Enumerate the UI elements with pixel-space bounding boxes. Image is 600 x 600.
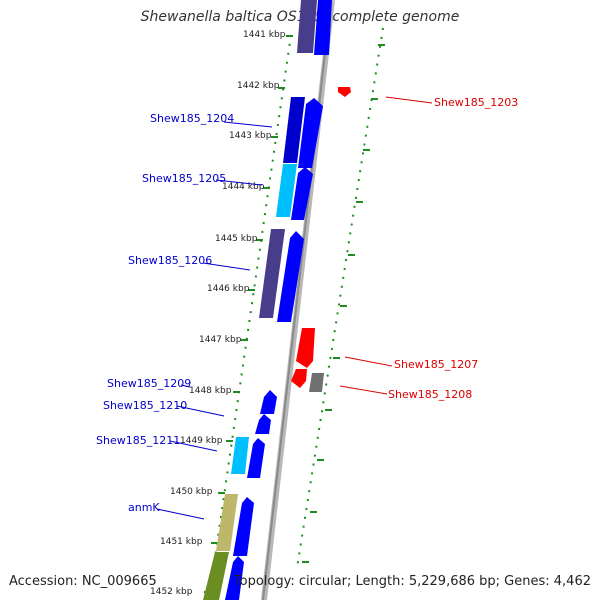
cds-arrow (277, 231, 304, 322)
cds-arrow (260, 390, 277, 414)
gene-feature-olive (203, 552, 229, 600)
cds-arrow (247, 438, 265, 478)
kbp-label: 1445 kbp (215, 234, 258, 244)
accession-text: Accession: NC_009665 (9, 574, 157, 589)
gene-feature-1207b (291, 369, 307, 388)
gene-label: Shew185_1209 (107, 377, 191, 390)
cds-arrow (255, 414, 271, 434)
kbp-label: 1450 kbp (170, 487, 213, 497)
kbp-label: 1441 kbp (243, 30, 286, 40)
gene-feature-1203 (338, 87, 351, 97)
cds-arrow (233, 497, 254, 556)
kbp-label: 1448 kbp (189, 386, 232, 396)
kbp-label: 1446 kbp (207, 284, 250, 294)
gene-feature-1205 (276, 164, 297, 217)
gene-feature-anmK (216, 494, 238, 551)
outer-major-ticks (302, 44, 385, 563)
inner-genes (203, 0, 317, 600)
topology-text: Topology: circular; Length: 5,229,686 bp… (233, 574, 591, 589)
kbp-major-ticks (204, 35, 293, 593)
kbp-label: 1443 kbp (229, 131, 272, 141)
left-leaders (156, 121, 273, 520)
cds-arrow (225, 556, 244, 600)
gene-feature-1211 (231, 437, 249, 474)
backbone-line-dark (262, 0, 332, 600)
cds-arrow (298, 98, 323, 168)
gene-label: Shew185_1204 (150, 112, 234, 125)
forward-cds-arrows (225, 0, 332, 600)
right-leaders (339, 96, 433, 395)
gene-feature-1208 (309, 373, 324, 392)
kbp-label: 1447 kbp (199, 335, 242, 345)
kbp-label: 1444 kbp (222, 182, 265, 192)
kbp-label: 1449 kbp (180, 436, 223, 446)
gene-label: Shew185_1206 (128, 254, 212, 267)
cds-arrow (291, 167, 313, 220)
gene-feature-1204-inner (283, 97, 305, 163)
gene-label: anmK (128, 501, 160, 514)
gene-feature-1206 (259, 229, 285, 318)
outer-tick-track (296, 27, 384, 569)
gene-label: Shew185_1208 (388, 388, 472, 401)
gene-label: Shew185_1210 (103, 399, 187, 412)
inner-tick-track (209, 34, 292, 593)
gene-feature-1207 (296, 328, 315, 368)
gene-label: Shew185_1207 (394, 358, 478, 371)
kbp-label: 1442 kbp (237, 81, 280, 91)
gene-label: Shew185_1205 (142, 172, 226, 185)
kbp-label: 1452 kbp (150, 587, 193, 597)
cds-arrow (314, 0, 332, 55)
kbp-label: 1451 kbp (160, 537, 203, 547)
gene-label: Shew185_1203 (434, 96, 518, 109)
reverse-cds-arrows (291, 87, 351, 392)
right-gene-labels: Shew185_1203 Shew185_1207 Shew185_1208 (388, 96, 518, 401)
gene-feature-slate-top (297, 0, 317, 53)
kbp-labels: 1441 kbp 1442 kbp 1443 kbp 1444 kbp 1445… (150, 30, 286, 597)
gene-label: Shew185_1211 (96, 434, 180, 447)
left-gene-labels: Shew185_1204 Shew185_1205 Shew185_1206 S… (96, 112, 234, 514)
